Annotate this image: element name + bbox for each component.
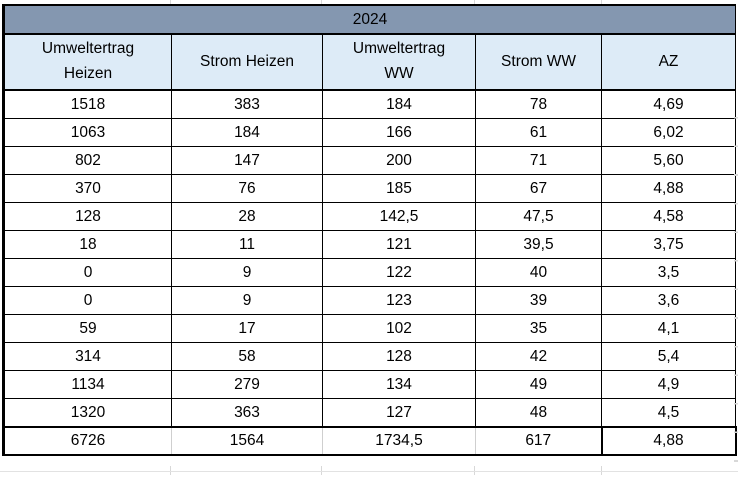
sheet-gridline-stub [601, 466, 602, 475]
totals-row: 6726 1564 1734,5 617 4,88 [3, 426, 737, 456]
table-cell[interactable]: 314 [3, 342, 172, 371]
table-cell[interactable]: 1320 [3, 398, 172, 428]
header-strom-heizen[interactable]: Strom Heizen [171, 33, 323, 91]
table-cell[interactable]: 279 [171, 370, 323, 399]
table-cell[interactable]: 4,1 [601, 314, 736, 343]
sheet-gridline-stub [321, 0, 322, 4]
table-cell[interactable]: 4,5 [601, 398, 736, 428]
table-row: 18 11 121 39,5 3,75 [3, 230, 736, 259]
table-cell[interactable]: 1518 [3, 89, 172, 119]
table-cell[interactable]: 127 [322, 398, 476, 428]
sheet-gridline-stub [734, 90, 738, 467]
table-cell[interactable]: 6,02 [601, 118, 736, 147]
table-row: 1320 363 127 48 4,5 [3, 398, 736, 428]
table-cell[interactable]: 3,5 [601, 258, 736, 287]
table-cell[interactable]: 3,6 [601, 286, 736, 315]
sheet-gridline-stub [0, 471, 738, 472]
table-cell[interactable]: 4,58 [601, 202, 736, 231]
table-cell[interactable]: 39 [475, 286, 602, 315]
header-strom-ww[interactable]: Strom WW [475, 33, 602, 91]
table-row: 370 76 185 67 4,88 [3, 174, 736, 203]
table-cell[interactable]: 9 [171, 258, 323, 287]
table-cell[interactable]: 28 [171, 202, 323, 231]
total-strom-ww[interactable]: 617 [475, 426, 602, 456]
sheet-gridline-stub [170, 466, 171, 475]
table-cell[interactable]: 4,88 [601, 174, 736, 203]
data-table: 2024 Umweltertrag Heizen Strom Heizen Um… [2, 4, 737, 456]
sheet-gridline-stub [321, 466, 322, 475]
table-cell[interactable]: 4,9 [601, 370, 736, 399]
table-cell[interactable]: 35 [475, 314, 602, 343]
table-row: 59 17 102 35 4,1 [3, 314, 736, 343]
table-cell[interactable]: 147 [171, 146, 323, 175]
table-cell[interactable]: 3,75 [601, 230, 736, 259]
table-cell[interactable]: 48 [475, 398, 602, 428]
table-cell[interactable]: 121 [322, 230, 476, 259]
table-cell[interactable]: 200 [322, 146, 476, 175]
table-cell[interactable]: 363 [171, 398, 323, 428]
table-cell[interactable]: 370 [3, 174, 172, 203]
table-cell[interactable]: 5,4 [601, 342, 736, 371]
column-header-row: Umweltertrag Heizen Strom Heizen Umwelte… [3, 33, 736, 91]
table-cell[interactable]: 11 [171, 230, 323, 259]
sheet-gridline-stub [474, 466, 475, 475]
table-row: 0 9 122 40 3,5 [3, 258, 736, 287]
table-cell[interactable]: 47,5 [475, 202, 602, 231]
table-cell[interactable]: 17 [171, 314, 323, 343]
table-cell[interactable]: 71 [475, 146, 602, 175]
table-cell[interactable]: 128 [322, 342, 476, 371]
table-row: 1134 279 134 49 4,9 [3, 370, 736, 399]
header-umweltertrag-heizen[interactable]: Umweltertrag Heizen [3, 33, 172, 91]
header-umweltertrag-ww[interactable]: Umweltertrag WW [322, 33, 476, 91]
year-header-cell[interactable]: 2024 [3, 4, 736, 35]
table-cell[interactable]: 1134 [3, 370, 172, 399]
total-umweltertrag-ww[interactable]: 1734,5 [322, 426, 476, 456]
table-cell[interactable]: 383 [171, 89, 323, 119]
table-cell[interactable]: 134 [322, 370, 476, 399]
header-az[interactable]: AZ [601, 33, 736, 91]
total-az-cell[interactable]: 4,88 [600, 426, 737, 456]
table-cell[interactable]: 42 [475, 342, 602, 371]
total-umweltertrag-heizen[interactable]: 6726 [3, 426, 172, 456]
table-cell[interactable]: 18 [3, 230, 172, 259]
table-cell[interactable]: 39,5 [475, 230, 602, 259]
table-cell[interactable]: 67 [475, 174, 602, 203]
table-row: 314 58 128 42 5,4 [3, 342, 736, 371]
table-cell[interactable]: 61 [475, 118, 602, 147]
table-cell[interactable]: 142,5 [322, 202, 476, 231]
table-row: 0 9 123 39 3,6 [3, 286, 736, 315]
table-cell[interactable]: 58 [171, 342, 323, 371]
total-strom-heizen[interactable]: 1564 [171, 426, 323, 456]
table-cell[interactable]: 123 [322, 286, 476, 315]
table-cell[interactable]: 59 [3, 314, 172, 343]
table-cell[interactable]: 76 [171, 174, 323, 203]
table-cell[interactable]: 1063 [3, 118, 172, 147]
table-cell[interactable]: 128 [3, 202, 172, 231]
table-cell[interactable]: 166 [322, 118, 476, 147]
table-cell[interactable]: 0 [3, 258, 172, 287]
table-cell[interactable]: 9 [171, 286, 323, 315]
table-cell[interactable]: 102 [322, 314, 476, 343]
table-row: 1063 184 166 61 6,02 [3, 118, 736, 147]
sheet-gridline-stub [601, 0, 602, 4]
table-cell[interactable]: 40 [475, 258, 602, 287]
table-cell[interactable]: 184 [171, 118, 323, 147]
table-cell[interactable]: 122 [322, 258, 476, 287]
table-cell[interactable]: 184 [322, 89, 476, 119]
table-cell[interactable]: 4,69 [601, 89, 736, 119]
sheet-gridline-stub [474, 0, 475, 4]
table-cell[interactable]: 0 [3, 286, 172, 315]
table-row: 1518 383 184 78 4,69 [3, 89, 736, 119]
table-row: 802 147 200 71 5,60 [3, 146, 736, 175]
year-header-row: 2024 [3, 4, 736, 35]
table-cell[interactable]: 5,60 [601, 146, 736, 175]
table-cell[interactable]: 185 [322, 174, 476, 203]
table-cell[interactable]: 78 [475, 89, 602, 119]
table-row: 128 28 142,5 47,5 4,58 [3, 202, 736, 231]
table-cell[interactable]: 49 [475, 370, 602, 399]
table-cell[interactable]: 802 [3, 146, 172, 175]
sheet-gridline-stub [170, 0, 171, 4]
